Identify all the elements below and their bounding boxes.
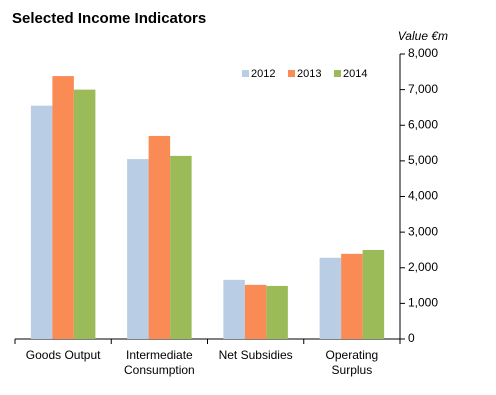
bar xyxy=(127,159,149,339)
legend-label: 2012 xyxy=(251,68,275,80)
bar xyxy=(266,285,288,339)
y-tick-label: 5,000 xyxy=(408,153,438,167)
bar xyxy=(73,89,96,339)
legend-label: 2014 xyxy=(343,68,367,80)
bar xyxy=(341,253,363,339)
x-tick-label: Net Subsidies xyxy=(219,348,293,362)
x-tick-label: Operating Surplus xyxy=(326,348,379,377)
y-axis-label: Value €m xyxy=(398,29,448,43)
y-tick-label: 8,000 xyxy=(408,46,438,60)
y-tick-label: 4,000 xyxy=(408,189,438,203)
bar xyxy=(362,249,385,339)
x-tick-label: Goods Output xyxy=(26,348,101,362)
y-tick-label: 7,000 xyxy=(408,82,438,96)
y-tick-label: 0 xyxy=(408,331,415,345)
chart-title: Selected Income Indicators xyxy=(12,10,206,27)
bar xyxy=(30,105,53,339)
legend-label: 2013 xyxy=(297,68,321,80)
bar xyxy=(148,135,171,339)
y-tick-label: 1,000 xyxy=(408,296,438,310)
bar xyxy=(52,76,74,340)
y-tick-label: 3,000 xyxy=(408,224,438,238)
bar xyxy=(319,257,342,339)
legend-swatch xyxy=(242,70,249,77)
bar xyxy=(244,284,267,339)
legend-swatch xyxy=(288,70,295,77)
bar xyxy=(170,155,192,339)
bar xyxy=(223,279,245,339)
y-tick-label: 6,000 xyxy=(408,117,438,131)
y-tick-label: 2,000 xyxy=(408,260,438,274)
x-tick-label: Intermediate Consumption xyxy=(124,348,195,377)
legend-swatch xyxy=(334,70,341,77)
